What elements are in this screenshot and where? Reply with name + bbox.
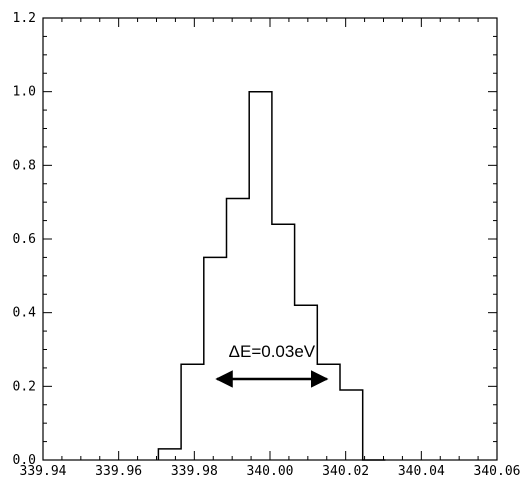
energy-width-annotation: ΔE=0.03eV xyxy=(229,342,316,361)
y-tick-label: 1.2 xyxy=(13,11,36,26)
x-tick-label: 339.94 xyxy=(20,464,67,479)
y-tick-label: 0.6 xyxy=(13,232,36,247)
histogram-outline xyxy=(157,90,386,461)
axis-tick-labels: 339.94 339.96 339.98 340.00 340.02 340.04 340.… xyxy=(13,11,521,479)
y-tick-label: 0.2 xyxy=(13,379,36,394)
x-tick-label: 340.02 xyxy=(322,464,369,479)
y-tick-label: 0.0 xyxy=(13,453,36,468)
x-tick-label: 339.98 xyxy=(171,464,218,479)
histogram-bin xyxy=(158,449,181,460)
y-tick-label: 0.4 xyxy=(13,306,37,321)
histogram-bin xyxy=(204,257,227,460)
histogram-bin xyxy=(340,390,363,460)
histogram-bin xyxy=(295,305,318,460)
axis-ticks xyxy=(42,17,498,461)
histogram-bin xyxy=(181,364,204,460)
x-tick-label: 340.04 xyxy=(398,464,445,479)
x-tick-label: 339.96 xyxy=(95,464,142,479)
x-tick-label: 340.06 xyxy=(474,464,521,479)
histogram-bins xyxy=(158,92,362,460)
histogram-bin xyxy=(226,198,249,460)
histogram-bin xyxy=(249,92,272,460)
y-tick-label: 0.8 xyxy=(13,158,36,173)
x-tick-label: 340.00 xyxy=(247,464,294,479)
plot-frame xyxy=(42,17,498,461)
y-tick-label: 1.0 xyxy=(13,85,36,100)
